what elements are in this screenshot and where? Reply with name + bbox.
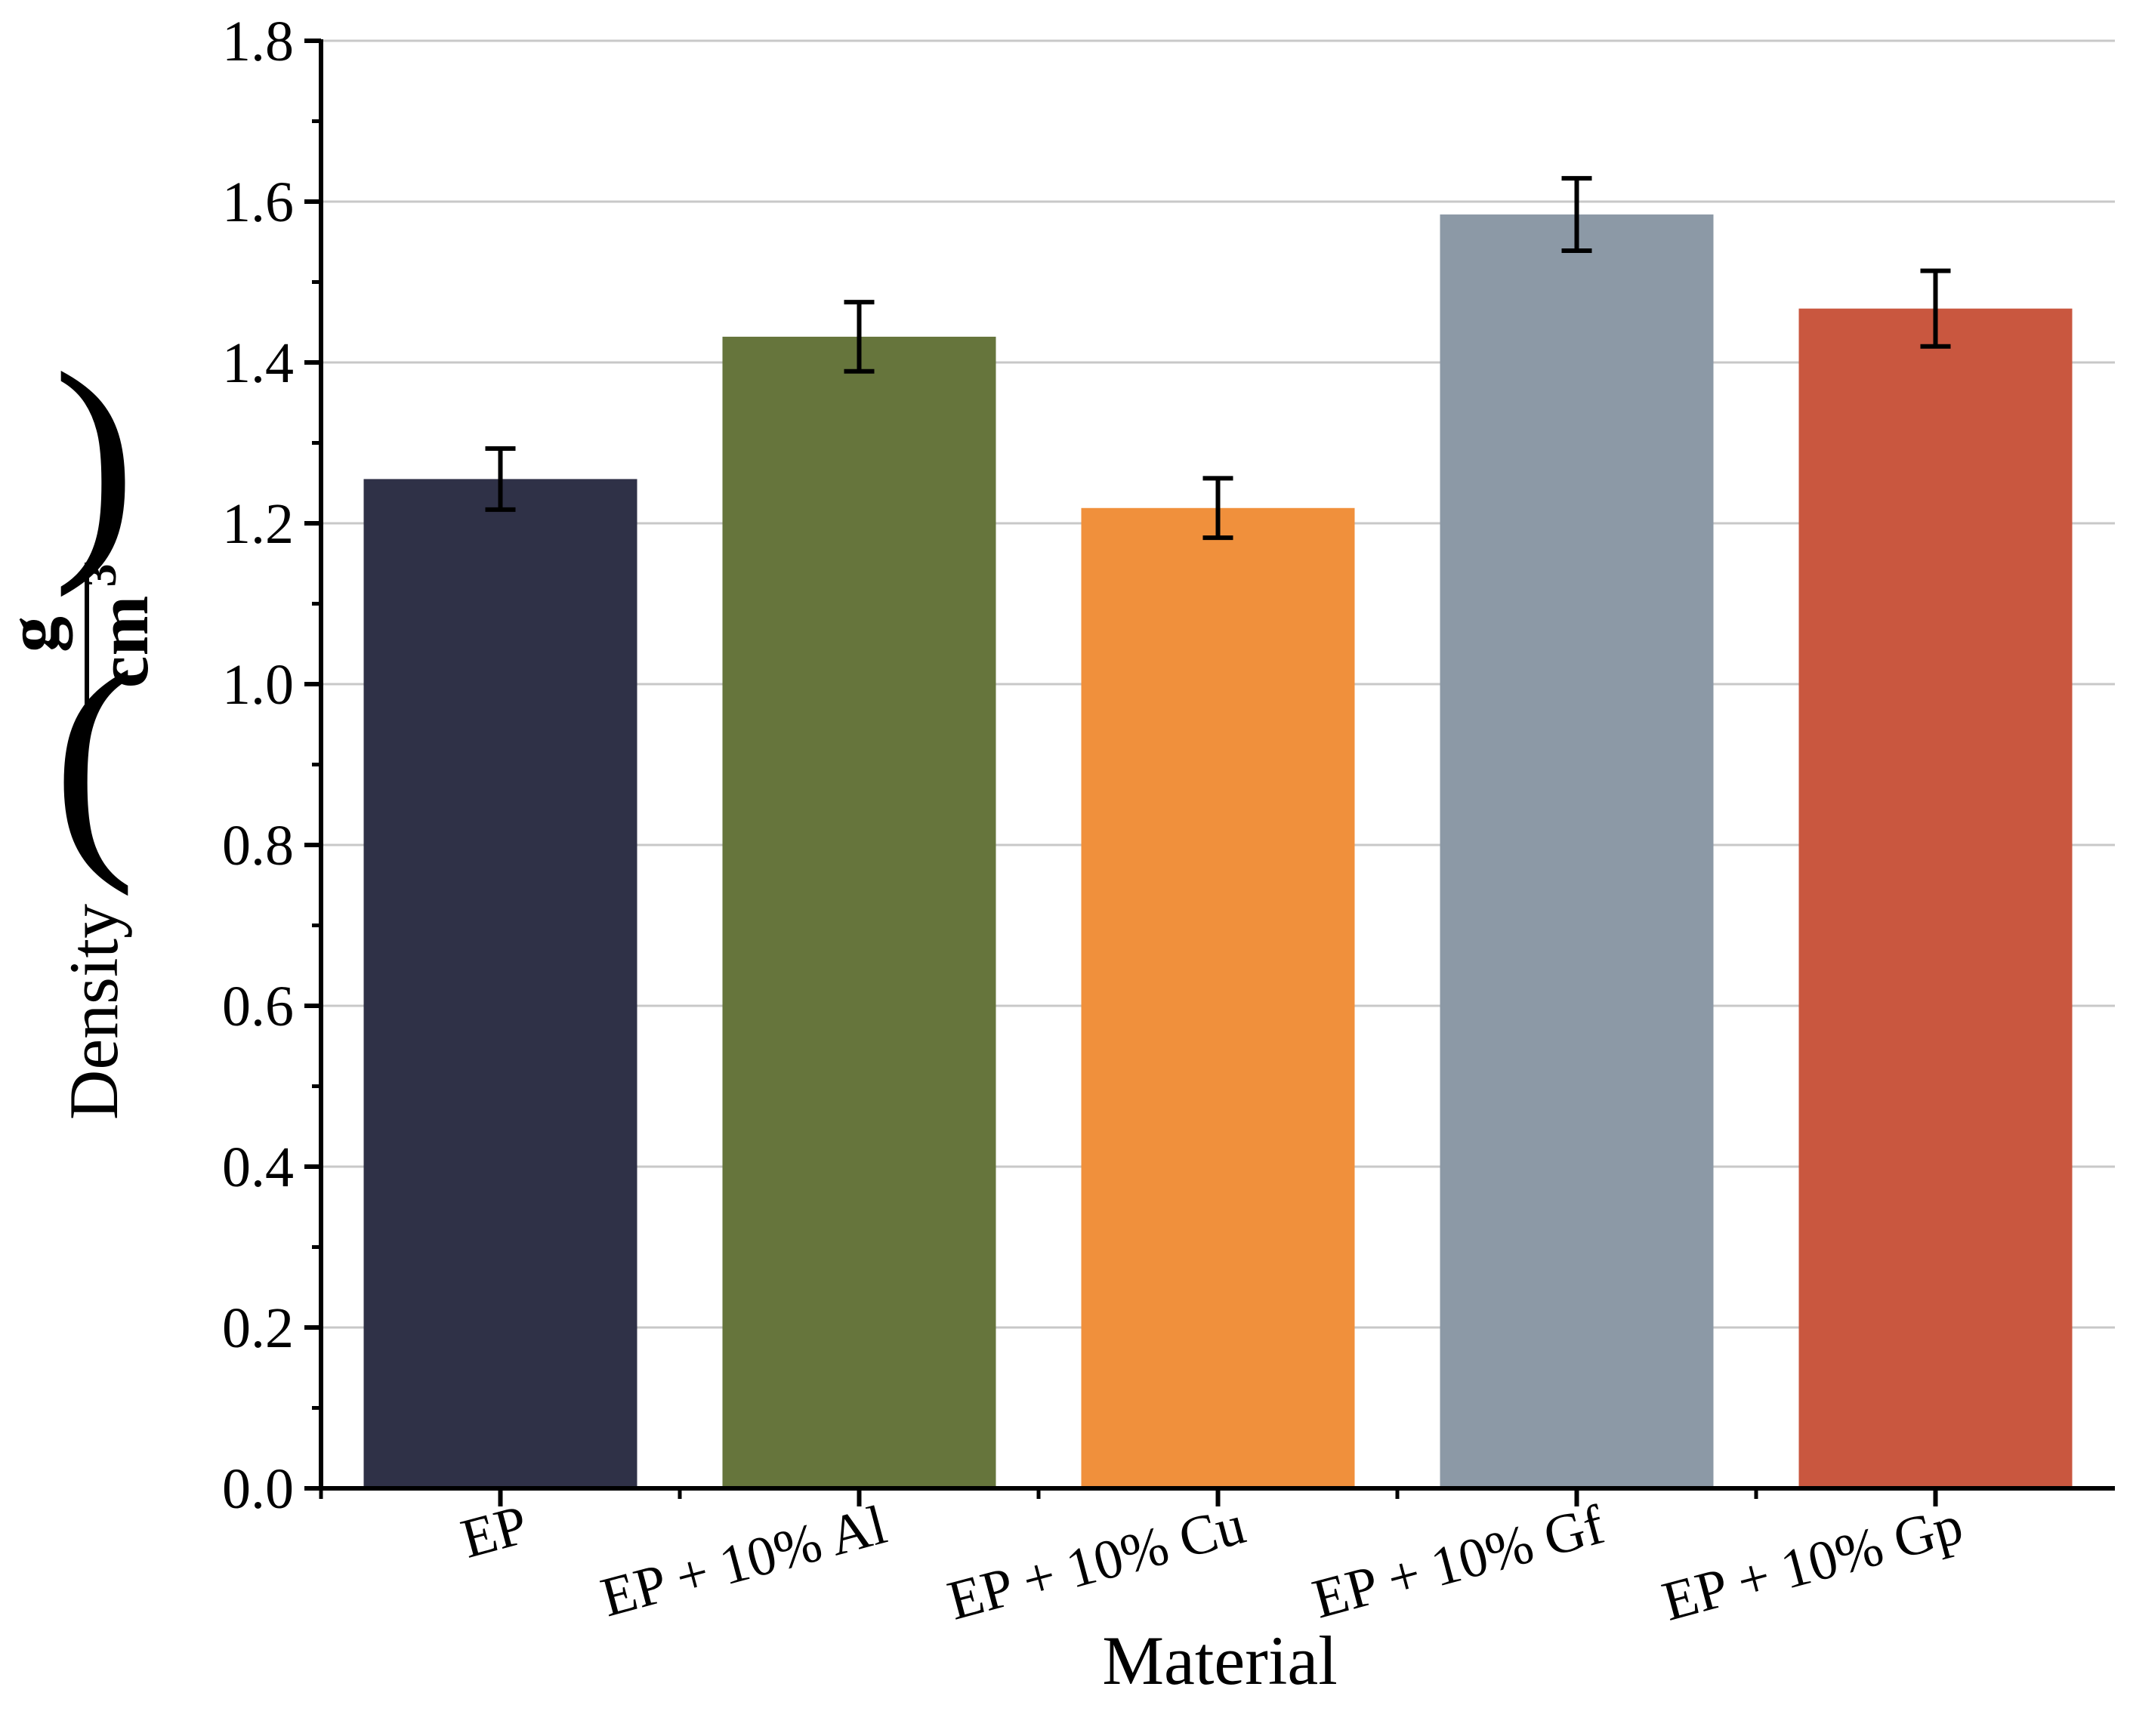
bars [363,214,2073,1488]
y-tick-label: 0.2 [222,1297,294,1360]
x-axis-title: Material [1102,1622,1338,1699]
bar [1440,214,1714,1488]
x-tick-label: EP + 10% Cu [942,1494,1252,1632]
x-tick-label: EP + 10% Gf [1307,1494,1611,1630]
y-axis-unit-left-paren: ( [53,621,136,897]
y-ticks: 0.0 0.2 0.4 0.6 0.8 1.0 1.2 1.4 1.6 1.8 [222,10,321,1521]
x-tick-label: EP + 10% Gp [1656,1494,1969,1633]
y-axis-unit-denominator-base: cm [82,596,163,689]
y-axis-unit-exponent: 3 [75,564,126,587]
bar [1081,507,1355,1488]
error-bar [1202,476,1233,541]
y-tick-label: 0.0 [222,1457,294,1521]
y-tick-label: 0.6 [222,975,294,1038]
x-tick-label: EP [455,1494,534,1571]
x-ticks: EP EP + 10% Al EP + 10% Cu EP + 10% Gf EP + … [319,1488,1969,1633]
error-bars [485,176,1951,541]
y-tick-label: 1.8 [222,10,294,73]
error-bar [844,300,875,374]
y-axis-unit-right-paren: ) [53,322,136,598]
error-bar [1561,176,1592,253]
y-axis-label: Density [55,904,132,1120]
y-tick-label: 0.4 [222,1136,294,1199]
error-bar [1920,268,1951,349]
bar [363,479,637,1488]
y-axis-title: Density ( g cm 3 ) [0,322,163,1120]
y-tick-label: 0.8 [222,814,294,877]
y-tick-label: 1.2 [222,492,294,556]
bar [1798,308,2073,1488]
x-tick-label: EP + 10% Al [594,1494,892,1629]
error-bar [485,446,516,512]
y-tick-label: 1.6 [222,171,294,234]
y-axis-unit-numerator: g [0,616,73,652]
bar [722,336,996,1488]
y-axis-unit-denominator: cm [82,596,163,689]
y-tick-label: 1.0 [222,653,294,717]
y-tick-label: 1.4 [222,331,294,395]
